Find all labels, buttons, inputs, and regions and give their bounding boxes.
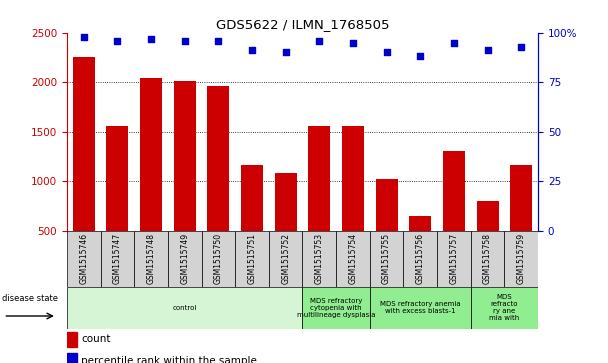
Bar xyxy=(67,287,303,329)
Point xyxy=(112,38,122,44)
Bar xyxy=(342,126,364,280)
Bar xyxy=(174,81,196,280)
Text: MDS refractory
cytopenia with
multilineage dysplasia: MDS refractory cytopenia with multilinea… xyxy=(297,298,375,318)
Bar xyxy=(134,231,168,287)
Text: GSM1515746: GSM1515746 xyxy=(79,233,88,284)
Text: MDS
refracto
ry ane
mia with: MDS refracto ry ane mia with xyxy=(489,294,520,321)
Text: GSM1515756: GSM1515756 xyxy=(416,233,425,284)
Bar xyxy=(505,231,538,287)
Text: GSM1515759: GSM1515759 xyxy=(517,233,526,284)
Text: GSM1515750: GSM1515750 xyxy=(214,233,223,284)
Bar xyxy=(510,165,532,280)
Bar xyxy=(409,216,431,280)
Text: MDS refractory anemia
with excess blasts-1: MDS refractory anemia with excess blasts… xyxy=(380,301,461,314)
Text: GSM1515747: GSM1515747 xyxy=(113,233,122,284)
Bar xyxy=(67,331,77,347)
Text: GSM1515757: GSM1515757 xyxy=(449,233,458,284)
Bar xyxy=(303,287,370,329)
Bar xyxy=(275,173,297,280)
Text: GSM1515753: GSM1515753 xyxy=(315,233,324,284)
Bar xyxy=(100,231,134,287)
Text: GSM1515752: GSM1515752 xyxy=(281,233,290,284)
Bar xyxy=(106,126,128,280)
Bar xyxy=(207,86,229,280)
Text: GSM1515748: GSM1515748 xyxy=(147,233,156,284)
Text: GSM1515751: GSM1515751 xyxy=(247,233,257,284)
Point xyxy=(281,50,291,56)
Bar xyxy=(471,231,505,287)
Bar xyxy=(303,231,336,287)
Point xyxy=(146,36,156,41)
Point xyxy=(483,48,492,53)
Point xyxy=(79,34,89,40)
Bar xyxy=(201,231,235,287)
Text: disease state: disease state xyxy=(2,294,58,303)
Point xyxy=(415,53,425,59)
Bar xyxy=(477,201,499,280)
Text: GSM1515749: GSM1515749 xyxy=(180,233,189,284)
Point xyxy=(213,38,223,44)
Point xyxy=(247,48,257,53)
Point xyxy=(449,40,459,45)
Text: GSM1515754: GSM1515754 xyxy=(348,233,358,284)
Text: control: control xyxy=(173,305,197,311)
Bar xyxy=(308,126,330,280)
Bar xyxy=(404,231,437,287)
Bar xyxy=(241,165,263,280)
Bar xyxy=(336,231,370,287)
Text: count: count xyxy=(81,334,111,344)
Text: percentile rank within the sample: percentile rank within the sample xyxy=(81,356,257,363)
Bar xyxy=(140,78,162,280)
Bar xyxy=(370,231,404,287)
Point xyxy=(180,38,190,44)
Bar xyxy=(67,353,77,363)
Bar xyxy=(370,287,471,329)
Text: GSM1515755: GSM1515755 xyxy=(382,233,391,284)
Point xyxy=(348,40,358,45)
Bar xyxy=(67,231,100,287)
Point xyxy=(516,44,526,49)
Title: GDS5622 / ILMN_1768505: GDS5622 / ILMN_1768505 xyxy=(216,19,389,32)
Bar xyxy=(73,57,95,280)
Bar xyxy=(437,231,471,287)
Point xyxy=(382,50,392,56)
Bar xyxy=(471,287,538,329)
Bar xyxy=(269,231,303,287)
Point xyxy=(314,38,324,44)
Text: GSM1515758: GSM1515758 xyxy=(483,233,492,284)
Bar xyxy=(235,231,269,287)
Bar xyxy=(443,151,465,280)
Bar xyxy=(168,231,201,287)
Bar xyxy=(376,179,398,280)
